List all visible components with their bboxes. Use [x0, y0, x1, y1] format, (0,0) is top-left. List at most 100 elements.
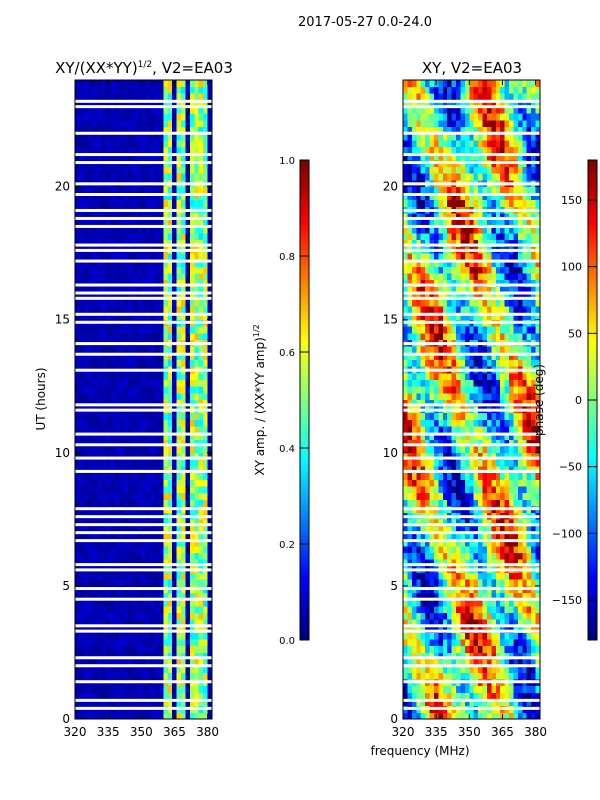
heatmap-cell: [167, 605, 173, 613]
heatmap-cell: [194, 193, 200, 201]
heatmap-cell: [411, 525, 417, 534]
heatmap-cell: [101, 612, 107, 620]
heatmap-cell: [136, 599, 142, 607]
heatmap-cell: [522, 525, 528, 534]
heatmap-cell: [132, 193, 138, 201]
heatmap-cell: [442, 692, 448, 700]
heatmap-cell: [105, 559, 111, 567]
heatmap-cell: [136, 113, 142, 121]
colorbar-swatch: [300, 470, 309, 476]
heatmap-cell: [420, 712, 426, 720]
heatmap-cell: [504, 379, 510, 387]
heatmap-cell: [83, 80, 89, 88]
heatmap-cell: [101, 253, 107, 261]
heatmap-cell: [88, 186, 94, 194]
heatmap-cell: [176, 665, 182, 673]
heatmap-cell: [119, 186, 125, 194]
heatmap-cell: [491, 592, 497, 600]
heatmap-cell: [154, 466, 160, 474]
heatmap-cell: [513, 399, 519, 407]
heatmap-cell: [526, 652, 532, 660]
heatmap-cell: [491, 432, 497, 440]
heatmap-cell: [172, 273, 178, 281]
heatmap-cell: [500, 352, 506, 360]
heatmap-cell: [495, 412, 501, 420]
heatmap-cell: [105, 346, 111, 354]
heatmap-cell: [486, 605, 492, 613]
heatmap-cell: [88, 213, 94, 221]
heatmap-cell: [207, 233, 213, 241]
heatmap-cell: [447, 632, 453, 640]
heatmap-cell: [132, 219, 138, 227]
heatmap-cell: [509, 439, 514, 447]
heatmap-cell: [101, 632, 107, 640]
heatmap-cell: [75, 692, 80, 700]
heatmap-cell: [429, 692, 435, 700]
heatmap-cell: [167, 532, 173, 540]
heatmap-cell: [194, 86, 200, 94]
heatmap-cell: [172, 499, 178, 507]
heatmap-cell: [105, 439, 111, 447]
heatmap-cell: [128, 273, 133, 281]
heatmap-cell: [145, 639, 151, 647]
heatmap-cell: [429, 599, 435, 607]
heatmap-cell: [128, 419, 133, 427]
heatmap-cell: [194, 386, 200, 394]
colorbar-swatch: [300, 240, 309, 246]
heatmap-cell: [97, 213, 102, 221]
heatmap-cell: [123, 572, 129, 580]
heatmap-cell: [92, 452, 98, 460]
heatmap-cell: [482, 532, 488, 540]
heatmap-cell: [185, 459, 191, 467]
heatmap-cell: [145, 619, 151, 627]
heatmap-cell: [207, 532, 213, 540]
heatmap-cell: [128, 459, 133, 467]
heatmap-cell: [176, 286, 182, 294]
heatmap-cell: [447, 625, 453, 633]
colorbar-swatch: [300, 185, 309, 191]
heatmap-cell: [92, 712, 98, 720]
heatmap-cell: [145, 672, 151, 680]
heatmap-cell: [535, 712, 541, 720]
heatmap-cell: [469, 352, 475, 360]
heatmap-cell: [75, 106, 80, 114]
heatmap-cell: [114, 632, 120, 640]
heatmap-cell: [438, 672, 444, 680]
heatmap-cell: [119, 266, 125, 274]
heatmap-cell: [83, 472, 89, 480]
heatmap-cell: [150, 492, 155, 500]
heatmap-cell: [189, 392, 195, 400]
heatmap-cell: [119, 692, 125, 700]
heatmap-cell: [88, 386, 94, 394]
heatmap-cell: [442, 332, 448, 340]
heatmap-cell: [97, 99, 102, 108]
heatmap-cell: [513, 552, 519, 560]
heatmap-cell: [136, 605, 142, 613]
heatmap-cell: [203, 685, 208, 693]
heatmap-cell: [97, 665, 102, 673]
heatmap-cell: [101, 286, 107, 294]
heatmap-cell: [207, 253, 213, 261]
heatmap-cell: [132, 293, 138, 301]
heatmap-cell: [88, 113, 94, 121]
heatmap-cell: [522, 492, 528, 500]
heatmap-cell: [198, 273, 204, 281]
heatmap-cell: [150, 499, 155, 507]
heatmap-cell: [207, 452, 213, 460]
heatmap-cell: [167, 386, 173, 394]
heatmap-cell: [460, 452, 466, 460]
heatmap-cell: [105, 525, 111, 534]
heatmap-cell: [79, 612, 85, 620]
heatmap-cell: [88, 452, 94, 460]
heatmap-cell: [469, 499, 475, 507]
heatmap-cell: [456, 326, 461, 334]
heatmap-cell: [509, 592, 514, 600]
heatmap-cell: [92, 432, 98, 440]
heatmap-cell: [473, 466, 479, 474]
heatmap-cell: [105, 692, 111, 700]
heatmap-cell: [123, 352, 129, 360]
heatmap-cell: [473, 426, 479, 434]
heatmap-cell: [123, 392, 129, 400]
heatmap-cell: [123, 86, 129, 94]
colorbar-swatch: [300, 525, 309, 531]
